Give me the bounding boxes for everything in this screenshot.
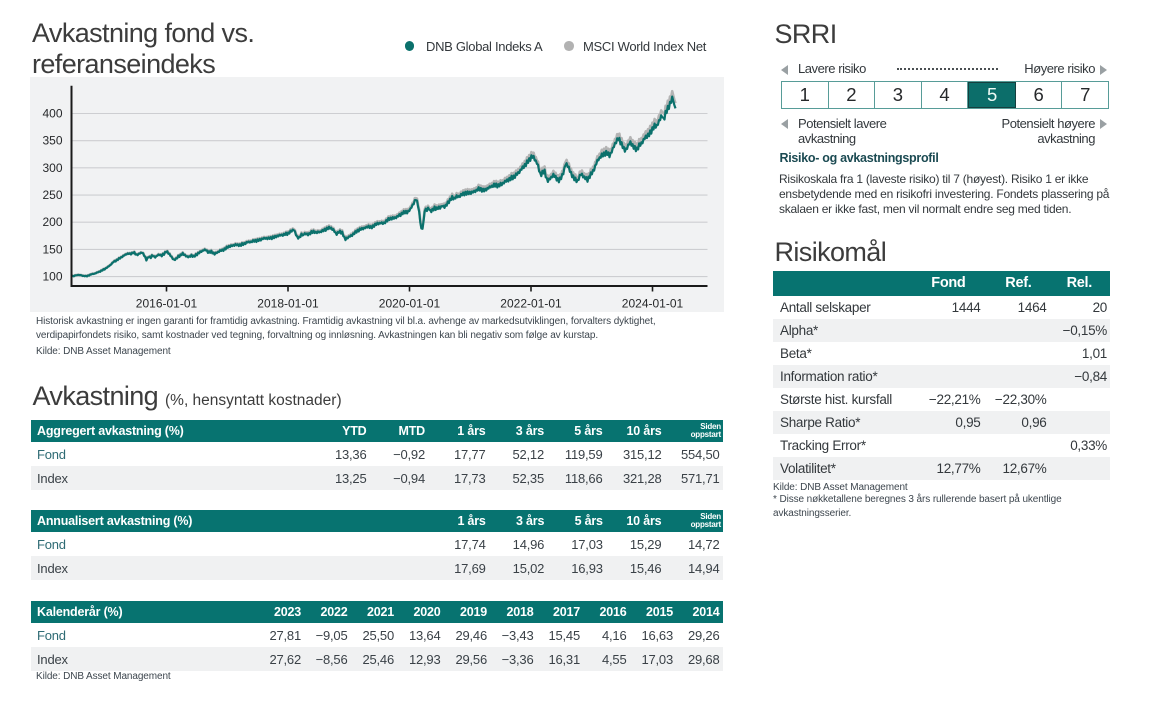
svg-text:250: 250 — [42, 188, 62, 202]
svg-text:2018-01-01: 2018-01-01 — [257, 297, 319, 311]
svg-text:350: 350 — [42, 134, 62, 148]
svg-text:150: 150 — [42, 242, 62, 256]
svg-text:400: 400 — [42, 106, 62, 120]
svg-text:2020-01-01: 2020-01-01 — [378, 297, 440, 311]
svg-text:2022-01-01: 2022-01-01 — [500, 297, 562, 311]
svg-text:200: 200 — [42, 215, 62, 229]
svg-text:2016-01-01: 2016-01-01 — [135, 297, 197, 311]
svg-text:300: 300 — [42, 161, 62, 175]
svg-text:100: 100 — [42, 270, 62, 284]
svg-text:2024-01-01: 2024-01-01 — [621, 297, 683, 311]
